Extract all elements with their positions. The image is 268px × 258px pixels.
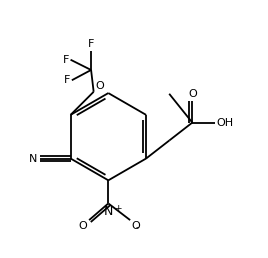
Text: N: N bbox=[104, 205, 113, 218]
Text: N: N bbox=[29, 154, 38, 164]
Text: F: F bbox=[88, 39, 94, 50]
Text: O: O bbox=[131, 221, 140, 231]
Text: -: - bbox=[136, 223, 139, 232]
Text: F: F bbox=[64, 75, 70, 85]
Text: F: F bbox=[63, 55, 69, 65]
Text: +: + bbox=[114, 204, 121, 213]
Text: OH: OH bbox=[217, 118, 234, 128]
Text: O: O bbox=[188, 90, 197, 100]
Text: O: O bbox=[78, 221, 87, 231]
Text: O: O bbox=[95, 80, 104, 91]
